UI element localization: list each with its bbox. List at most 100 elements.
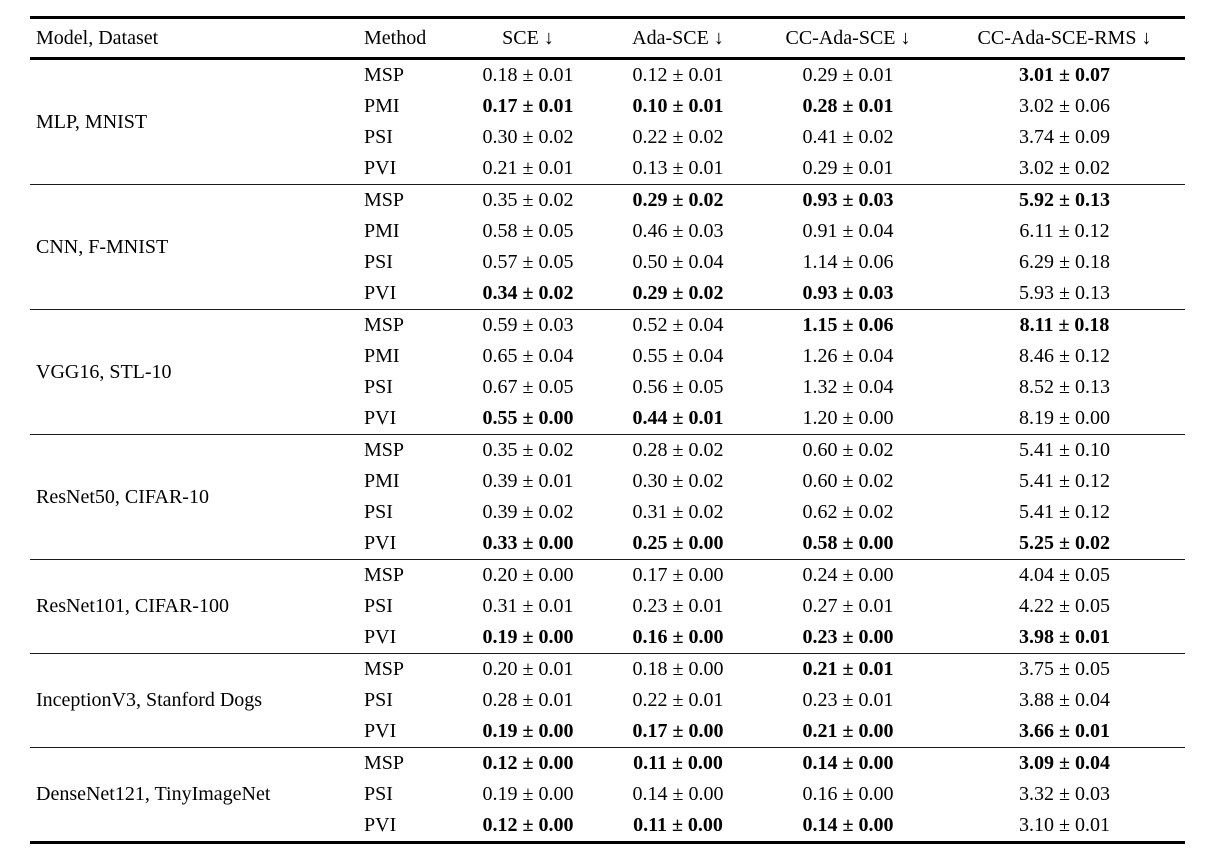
table-row: DenseNet121, TinyImageNet MSP 0.12 ± 0.0… <box>30 748 1185 805</box>
cc-ada-sce-cell: 0.62 ± 0.02 <box>802 501 894 523</box>
sce-cell: 0.55 ± 0.00 <box>482 407 574 429</box>
table-row: MLP, MNIST MSP 0.18 ± 0.01 0.12 ± 0.01 0… <box>30 59 1185 133</box>
cc-ada-sce-cell: 0.14 ± 0.00 <box>802 752 894 774</box>
cc-ada-sce-rms-cell: 3.74 ± 0.09 <box>1019 126 1110 148</box>
method-cell: MSP <box>364 64 405 86</box>
table-row: PSI 0.67 ± 0.05 0.56 ± 0.05 1.32 ± 0.04 … <box>30 372 1185 403</box>
method-cell: PVI <box>364 282 397 304</box>
ada-sce-cell: 0.28 ± 0.02 <box>632 439 724 461</box>
model-dataset-cell: CNN, F-MNIST <box>36 235 169 258</box>
cc-ada-sce-rms-cell: 5.41 ± 0.12 <box>1019 470 1110 492</box>
table-row: CNN, F-MNIST MSP 0.35 ± 0.02 0.29 ± 0.02… <box>30 185 1185 258</box>
cc-ada-sce-cell: 0.21 ± 0.01 <box>802 658 894 680</box>
cc-ada-sce-cell: 0.41 ± 0.02 <box>802 126 894 148</box>
cc-ada-sce-rms-cell: 8.11 ± 0.18 <box>1019 314 1110 336</box>
table-row: PSI 0.28 ± 0.01 0.22 ± 0.01 0.23 ± 0.01 … <box>30 685 1185 716</box>
ada-sce-cell: 0.18 ± 0.00 <box>632 658 724 680</box>
cc-ada-sce-cell: 0.24 ± 0.00 <box>802 564 894 586</box>
group-resnet50-cifar10: ResNet50, CIFAR-10 MSP 0.35 ± 0.02 0.28 … <box>30 434 1185 560</box>
method-cell: MSP <box>364 658 405 680</box>
cc-ada-sce-rms-cell: 8.19 ± 0.00 <box>1019 407 1110 429</box>
table-row: PMI 0.39 ± 0.01 0.30 ± 0.02 0.60 ± 0.02 … <box>30 466 1185 497</box>
group-cnn-fmnist: CNN, F-MNIST MSP 0.35 ± 0.02 0.29 ± 0.02… <box>30 184 1185 310</box>
cc-ada-sce-cell: 0.91 ± 0.04 <box>802 220 894 242</box>
ada-sce-cell: 0.56 ± 0.05 <box>632 376 724 398</box>
cc-ada-sce-rms-cell: 3.02 ± 0.02 <box>1019 157 1110 179</box>
ada-sce-cell: 0.13 ± 0.01 <box>632 157 724 179</box>
cc-ada-sce-rms-cell: 5.41 ± 0.12 <box>1019 501 1110 523</box>
sce-cell: 0.19 ± 0.00 <box>482 626 574 648</box>
method-cell: PVI <box>364 407 397 429</box>
table-row: PVI 0.33 ± 0.00 0.25 ± 0.00 0.58 ± 0.00 … <box>30 528 1185 560</box>
cc-ada-sce-cell: 0.93 ± 0.03 <box>802 189 894 211</box>
method-cell: PSI <box>364 689 393 711</box>
sce-cell: 0.39 ± 0.02 <box>482 501 574 523</box>
table-row: PVI 0.21 ± 0.01 0.13 ± 0.01 0.29 ± 0.01 … <box>30 153 1185 185</box>
sce-cell: 0.31 ± 0.01 <box>482 595 574 617</box>
cc-ada-sce-rms-cell: 3.98 ± 0.01 <box>1019 626 1110 648</box>
cc-ada-sce-cell: 0.60 ± 0.02 <box>802 439 894 461</box>
table-row: PVI 0.19 ± 0.00 0.16 ± 0.00 0.23 ± 0.00 … <box>30 622 1185 654</box>
model-dataset-cell: MLP, MNIST <box>36 110 148 133</box>
table-row: PVI 0.19 ± 0.00 0.17 ± 0.00 0.21 ± 0.00 … <box>30 716 1185 748</box>
cc-ada-sce-rms-cell: 6.29 ± 0.18 <box>1019 251 1110 273</box>
ada-sce-cell: 0.17 ± 0.00 <box>632 720 724 742</box>
method-cell: PMI <box>364 470 400 492</box>
col-header-cc-ada-sce: CC-Ada-SCE ↓ <box>752 16 944 60</box>
table-row: ResNet101, CIFAR-100 MSP 0.20 ± 0.00 0.1… <box>30 560 1185 617</box>
cc-ada-sce-rms-cell: 4.22 ± 0.05 <box>1019 595 1110 617</box>
sce-cell: 0.67 ± 0.05 <box>482 376 574 398</box>
method-cell: PVI <box>364 532 397 554</box>
col-header-method: Method <box>360 16 452 60</box>
cc-ada-sce-rms-cell: 8.52 ± 0.13 <box>1019 376 1110 398</box>
cc-ada-sce-cell: 0.27 ± 0.01 <box>802 595 894 617</box>
group-resnet101-cifar100: ResNet101, CIFAR-100 MSP 0.20 ± 0.00 0.1… <box>30 559 1185 654</box>
cc-ada-sce-cell: 0.60 ± 0.02 <box>802 470 894 492</box>
cc-ada-sce-cell: 0.58 ± 0.00 <box>802 532 894 554</box>
cc-ada-sce-rms-cell: 3.66 ± 0.01 <box>1019 720 1110 742</box>
method-cell: PSI <box>364 376 393 398</box>
sce-cell: 0.12 ± 0.00 <box>482 752 574 774</box>
sce-cell: 0.35 ± 0.02 <box>482 189 574 211</box>
table-row: VGG16, STL-10 MSP 0.59 ± 0.03 0.52 ± 0.0… <box>30 310 1185 383</box>
sce-cell: 0.57 ± 0.05 <box>482 251 574 273</box>
method-cell: MSP <box>364 752 405 774</box>
table-row: PVI 0.55 ± 0.00 0.44 ± 0.01 1.20 ± 0.00 … <box>30 403 1185 435</box>
cc-ada-sce-rms-cell: 3.02 ± 0.06 <box>1019 95 1110 117</box>
cc-ada-sce-cell: 0.16 ± 0.00 <box>802 783 894 805</box>
ada-sce-cell: 0.46 ± 0.03 <box>632 220 724 242</box>
cc-ada-sce-cell: 0.29 ± 0.01 <box>802 157 894 179</box>
sce-cell: 0.65 ± 0.04 <box>482 345 574 367</box>
ada-sce-cell: 0.11 ± 0.00 <box>633 752 723 774</box>
method-cell: PSI <box>364 251 393 273</box>
sce-cell: 0.20 ± 0.00 <box>482 564 574 586</box>
model-dataset-cell: ResNet101, CIFAR-100 <box>36 595 229 617</box>
cc-ada-sce-rms-cell: 5.41 ± 0.10 <box>1019 439 1110 461</box>
table-row: PMI 0.58 ± 0.05 0.46 ± 0.03 0.91 ± 0.04 … <box>30 216 1185 247</box>
cc-ada-sce-rms-cell: 5.25 ± 0.02 <box>1019 532 1110 554</box>
method-cell: PVI <box>364 157 397 179</box>
group-vgg16-stl10: VGG16, STL-10 MSP 0.59 ± 0.03 0.52 ± 0.0… <box>30 309 1185 435</box>
cc-ada-sce-rms-cell: 3.32 ± 0.03 <box>1019 783 1110 805</box>
table-row: PVI 0.12 ± 0.00 0.11 ± 0.00 0.14 ± 0.00 … <box>30 810 1185 843</box>
ada-sce-cell: 0.23 ± 0.01 <box>632 595 724 617</box>
ada-sce-cell: 0.16 ± 0.00 <box>632 626 724 648</box>
sce-cell: 0.39 ± 0.01 <box>482 470 574 492</box>
cc-ada-sce-rms-cell: 4.04 ± 0.05 <box>1019 564 1110 586</box>
cc-ada-sce-cell: 0.93 ± 0.03 <box>802 282 894 304</box>
method-cell: PMI <box>364 220 400 242</box>
sce-cell: 0.21 ± 0.01 <box>482 157 574 179</box>
method-cell: MSP <box>364 564 405 586</box>
ada-sce-cell: 0.25 ± 0.00 <box>632 532 724 554</box>
method-cell: PMI <box>364 95 400 117</box>
ada-sce-cell: 0.44 ± 0.01 <box>632 407 724 429</box>
col-header-model-dataset: Model, Dataset <box>30 16 360 60</box>
col-header-cc-ada-sce-rms: CC-Ada-SCE-RMS ↓ <box>944 16 1185 60</box>
col-header-sce: SCE ↓ <box>452 16 604 60</box>
method-cell: MSP <box>364 189 405 211</box>
sce-cell: 0.58 ± 0.05 <box>482 220 574 242</box>
table-row: PSI 0.30 ± 0.02 0.22 ± 0.02 0.41 ± 0.02 … <box>30 122 1185 153</box>
method-cell: PSI <box>364 595 393 617</box>
method-cell: PVI <box>364 626 397 648</box>
table-row: PSI 0.39 ± 0.02 0.31 ± 0.02 0.62 ± 0.02 … <box>30 497 1185 528</box>
